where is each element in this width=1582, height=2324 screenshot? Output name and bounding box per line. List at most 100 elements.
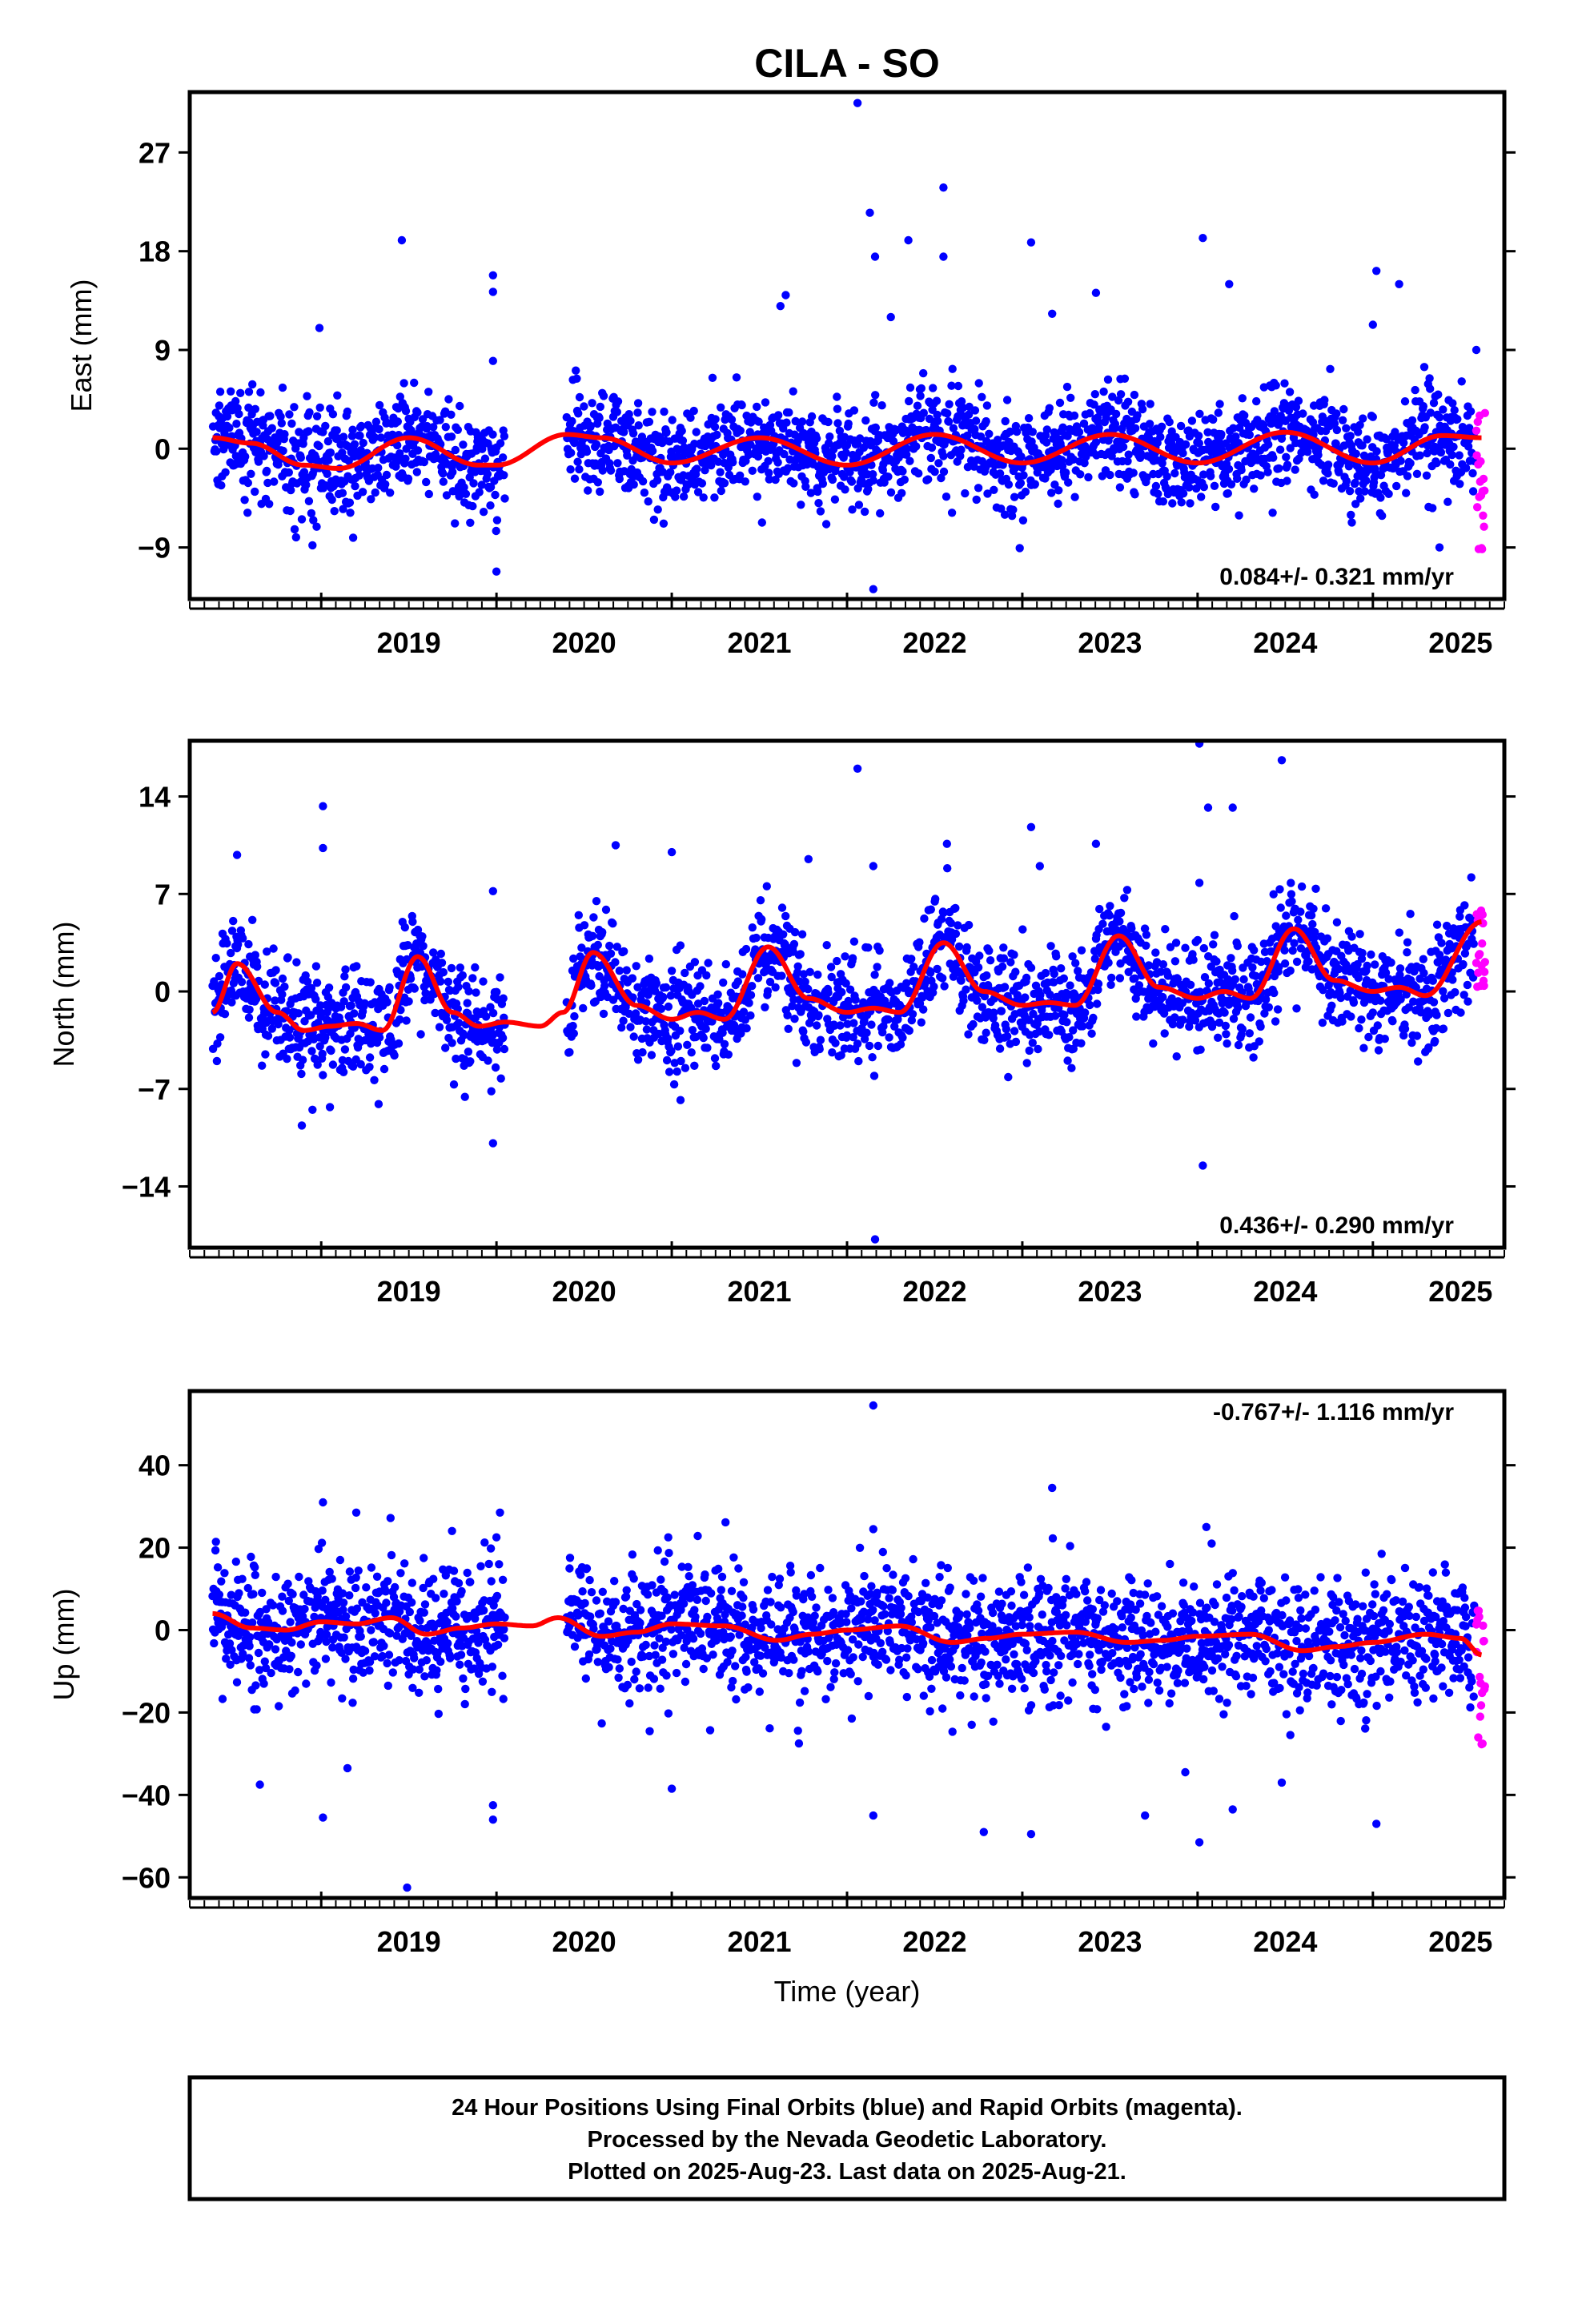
north-outlier-point [611, 841, 620, 850]
east-final-point [912, 442, 921, 451]
east-outlier-point [488, 356, 497, 365]
east-final-point [1330, 419, 1339, 428]
north-final-point [569, 1029, 578, 1038]
north-final-point [1292, 1004, 1301, 1013]
north-final-point [588, 931, 597, 941]
north-final-point [693, 999, 703, 1008]
north-final-point [629, 1032, 638, 1041]
north-final-point [1052, 952, 1061, 961]
east-final-point [1354, 428, 1363, 436]
up-final-point [339, 1633, 348, 1642]
north-final-point [1414, 1057, 1423, 1066]
north-final-point [1309, 904, 1318, 914]
east-final-point [753, 493, 761, 501]
east-final-point [251, 404, 259, 413]
up-final-point [243, 1583, 252, 1593]
north-final-point [849, 1019, 858, 1027]
east-final-point [917, 384, 926, 393]
east-final-point [1019, 471, 1028, 480]
north-final-point [862, 1028, 871, 1037]
north-final-point [1142, 941, 1150, 951]
east-final-point [854, 501, 864, 509]
east-final-point [248, 380, 257, 389]
up-final-point [287, 1638, 296, 1647]
north-final-point [1275, 885, 1284, 894]
north-final-point [848, 954, 857, 963]
east-final-point [1195, 439, 1204, 448]
north-final-point [1419, 968, 1428, 978]
north-final-point [1292, 957, 1302, 967]
north-final-point [1442, 957, 1451, 966]
north-final-point [999, 943, 1008, 952]
east-final-point [1237, 465, 1246, 475]
north-outlier-point [676, 1096, 685, 1104]
north-final-point [1239, 975, 1248, 984]
east-final-point [652, 476, 662, 485]
east-final-point [859, 479, 868, 488]
north-final-point [1210, 931, 1219, 939]
north-final-point [1319, 986, 1327, 995]
north-final-point [601, 905, 611, 915]
east-final-point [727, 415, 737, 424]
east-final-point [374, 464, 383, 472]
north-final-point [667, 1047, 676, 1055]
east-final-point [713, 430, 721, 440]
up-final-point [232, 1678, 242, 1687]
north-final-point [1000, 983, 1010, 991]
north-final-point [783, 1011, 792, 1020]
north-final-point [1157, 1003, 1166, 1011]
east-final-point [348, 425, 357, 434]
up-final-point [251, 1681, 260, 1690]
east-final-point [488, 430, 497, 439]
north-final-point [907, 955, 916, 963]
north-final-point [404, 997, 413, 1006]
north-final-point [278, 990, 287, 999]
east-final-point [400, 379, 408, 388]
north-final-point [746, 991, 756, 999]
east-final-point [263, 478, 272, 488]
up-final-point [278, 1606, 287, 1615]
north-y-tick-label: 0 [155, 975, 171, 1008]
north-final-point [748, 982, 757, 991]
east-final-point [985, 429, 994, 438]
north-outlier-point [319, 802, 327, 810]
east-final-point [1432, 459, 1441, 468]
north-final-point [652, 979, 661, 988]
north-final-point [854, 1056, 863, 1066]
north-final-point [339, 997, 348, 1006]
east-final-point [1326, 364, 1335, 373]
east-final-point [606, 466, 616, 475]
north-final-point [297, 1121, 307, 1130]
east-final-point [644, 417, 654, 426]
east-final-point [961, 489, 970, 498]
north-final-point [1354, 974, 1363, 983]
east-final-point [500, 494, 509, 503]
east-final-point [1070, 493, 1079, 501]
north-final-point [492, 987, 501, 997]
east-final-point [596, 402, 604, 412]
east-final-point [370, 433, 379, 442]
east-final-point [327, 495, 336, 505]
north-final-point [598, 927, 607, 937]
east-final-point [461, 489, 471, 498]
north-final-point [841, 952, 849, 961]
north-final-point [1355, 1023, 1363, 1033]
east-final-point [801, 482, 810, 491]
north-final-point [930, 982, 938, 991]
north-final-point [1130, 974, 1139, 983]
east-final-point [1004, 480, 1014, 489]
east-final-point [1094, 424, 1103, 432]
east-final-point [348, 533, 358, 542]
north-final-point [1036, 991, 1045, 999]
east-final-point [1234, 439, 1243, 448]
east-final-point [1129, 468, 1138, 477]
east-final-point [612, 408, 621, 416]
north-final-point [620, 947, 628, 956]
north-final-point [712, 1061, 721, 1071]
north-final-point [1166, 943, 1175, 951]
north-final-point [1335, 964, 1343, 974]
east-final-point [1058, 423, 1067, 432]
east-final-point [287, 485, 295, 495]
